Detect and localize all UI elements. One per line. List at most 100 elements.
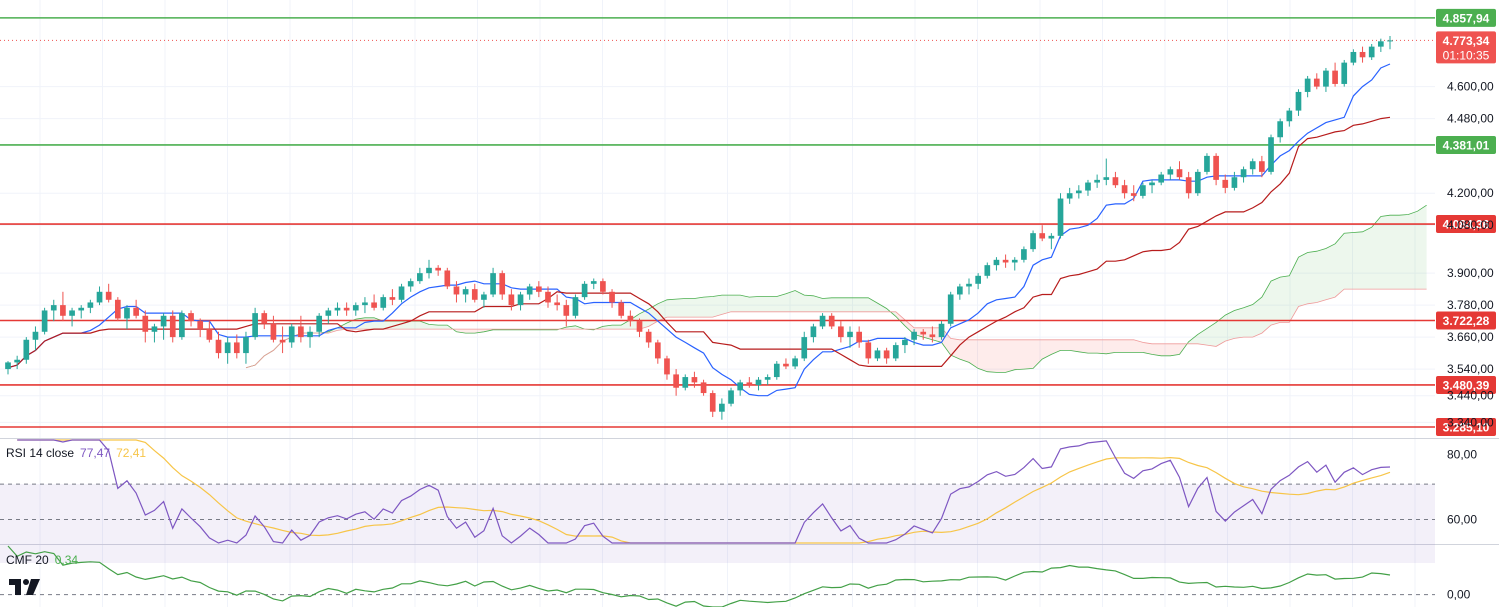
candle[interactable]	[664, 355, 670, 380]
candle[interactable]	[224, 337, 231, 364]
candle[interactable]	[69, 307, 75, 327]
candle[interactable]	[1112, 171, 1119, 188]
candle[interactable]	[874, 347, 881, 362]
candle[interactable]	[563, 299, 570, 327]
candle[interactable]	[838, 321, 844, 343]
candle[interactable]	[23, 337, 30, 364]
candle[interactable]	[673, 369, 679, 396]
candle[interactable]	[902, 337, 908, 354]
candle[interactable]	[32, 326, 39, 351]
candle[interactable]	[1268, 134, 1274, 175]
candle[interactable]	[279, 326, 286, 354]
price-axis[interactable]: 4.857,94 4.381,01 4.084,36 3.722,28 3.480,39…	[1436, 8, 1496, 602]
candle[interactable]	[142, 310, 149, 343]
candle[interactable]	[1359, 46, 1366, 63]
candle[interactable]	[78, 305, 85, 319]
candle[interactable]	[1130, 185, 1137, 202]
candle[interactable]	[545, 286, 551, 308]
candle[interactable]	[847, 326, 853, 348]
candle[interactable]	[947, 291, 954, 327]
candle[interactable]	[1313, 73, 1320, 90]
candle[interactable]	[1085, 179, 1091, 196]
candle[interactable]	[645, 329, 652, 348]
candle[interactable]	[481, 291, 487, 308]
candle[interactable]	[87, 299, 94, 314]
candle[interactable]	[197, 318, 204, 338]
candle[interactable]	[920, 329, 927, 340]
candle[interactable]	[828, 313, 835, 330]
candle[interactable]	[783, 358, 789, 370]
candle[interactable]	[352, 302, 359, 316]
candle[interactable]	[1295, 89, 1302, 116]
candle[interactable]	[1158, 171, 1165, 186]
candle[interactable]	[911, 329, 917, 346]
candle[interactable]	[1259, 155, 1265, 178]
candle[interactable]	[1277, 118, 1284, 143]
candle[interactable]	[298, 315, 304, 343]
candle[interactable]	[865, 339, 872, 364]
candle[interactable]	[801, 331, 808, 362]
candle[interactable]	[334, 302, 341, 316]
candle[interactable]	[590, 278, 597, 290]
candle[interactable]	[517, 291, 524, 311]
candle[interactable]	[554, 294, 560, 311]
candle[interactable]	[270, 315, 277, 343]
candle[interactable]	[609, 289, 615, 308]
candle[interactable]	[60, 291, 66, 322]
candle[interactable]	[471, 283, 478, 303]
candle[interactable]	[169, 310, 176, 343]
candle[interactable]	[1103, 158, 1110, 186]
candle[interactable]	[1011, 257, 1018, 271]
candle[interactable]	[636, 318, 643, 338]
candle[interactable]	[984, 262, 991, 279]
candle[interactable]	[343, 302, 350, 316]
candle[interactable]	[371, 294, 377, 311]
candle[interactable]	[600, 278, 606, 295]
candle[interactable]	[810, 323, 817, 343]
candle[interactable]	[50, 299, 57, 322]
candle[interactable]	[654, 339, 661, 364]
candle[interactable]	[1075, 185, 1082, 199]
candle[interactable]	[325, 307, 332, 324]
candle[interactable]	[1249, 158, 1256, 175]
candle[interactable]	[792, 355, 798, 370]
candle[interactable]	[499, 270, 506, 300]
candle[interactable]	[215, 331, 222, 359]
candle[interactable]	[1304, 75, 1311, 98]
candle[interactable]	[892, 342, 899, 362]
candle[interactable]	[462, 286, 469, 303]
candle[interactable]	[581, 281, 588, 300]
candle[interactable]	[957, 283, 963, 300]
candle[interactable]	[966, 278, 972, 295]
candle[interactable]	[151, 323, 158, 343]
candle[interactable]	[526, 283, 533, 300]
candle[interactable]	[188, 310, 194, 327]
candle[interactable]	[252, 307, 258, 340]
candle[interactable]	[133, 299, 139, 319]
candle[interactable]	[572, 294, 579, 319]
candle[interactable]	[14, 355, 20, 370]
candle[interactable]	[124, 305, 130, 330]
candle[interactable]	[1121, 179, 1128, 199]
candle[interactable]	[1204, 153, 1210, 175]
candle[interactable]	[114, 297, 121, 322]
candle[interactable]	[709, 390, 716, 418]
candle[interactable]	[1222, 174, 1229, 194]
candle[interactable]	[1323, 67, 1329, 92]
candle[interactable]	[453, 281, 460, 303]
candle[interactable]	[1176, 161, 1183, 180]
candle[interactable]	[1368, 43, 1375, 60]
candle[interactable]	[508, 289, 515, 311]
candle[interactable]	[1094, 174, 1100, 188]
candle[interactable]	[179, 310, 185, 340]
candle[interactable]	[764, 374, 771, 386]
candle[interactable]	[1332, 62, 1338, 87]
candle[interactable]	[206, 321, 213, 343]
candle[interactable]	[398, 283, 405, 303]
candle[interactable]	[316, 313, 323, 338]
candle[interactable]	[1341, 59, 1348, 87]
candle[interactable]	[261, 310, 268, 330]
candle[interactable]	[1057, 193, 1064, 239]
candle[interactable]	[417, 267, 423, 284]
